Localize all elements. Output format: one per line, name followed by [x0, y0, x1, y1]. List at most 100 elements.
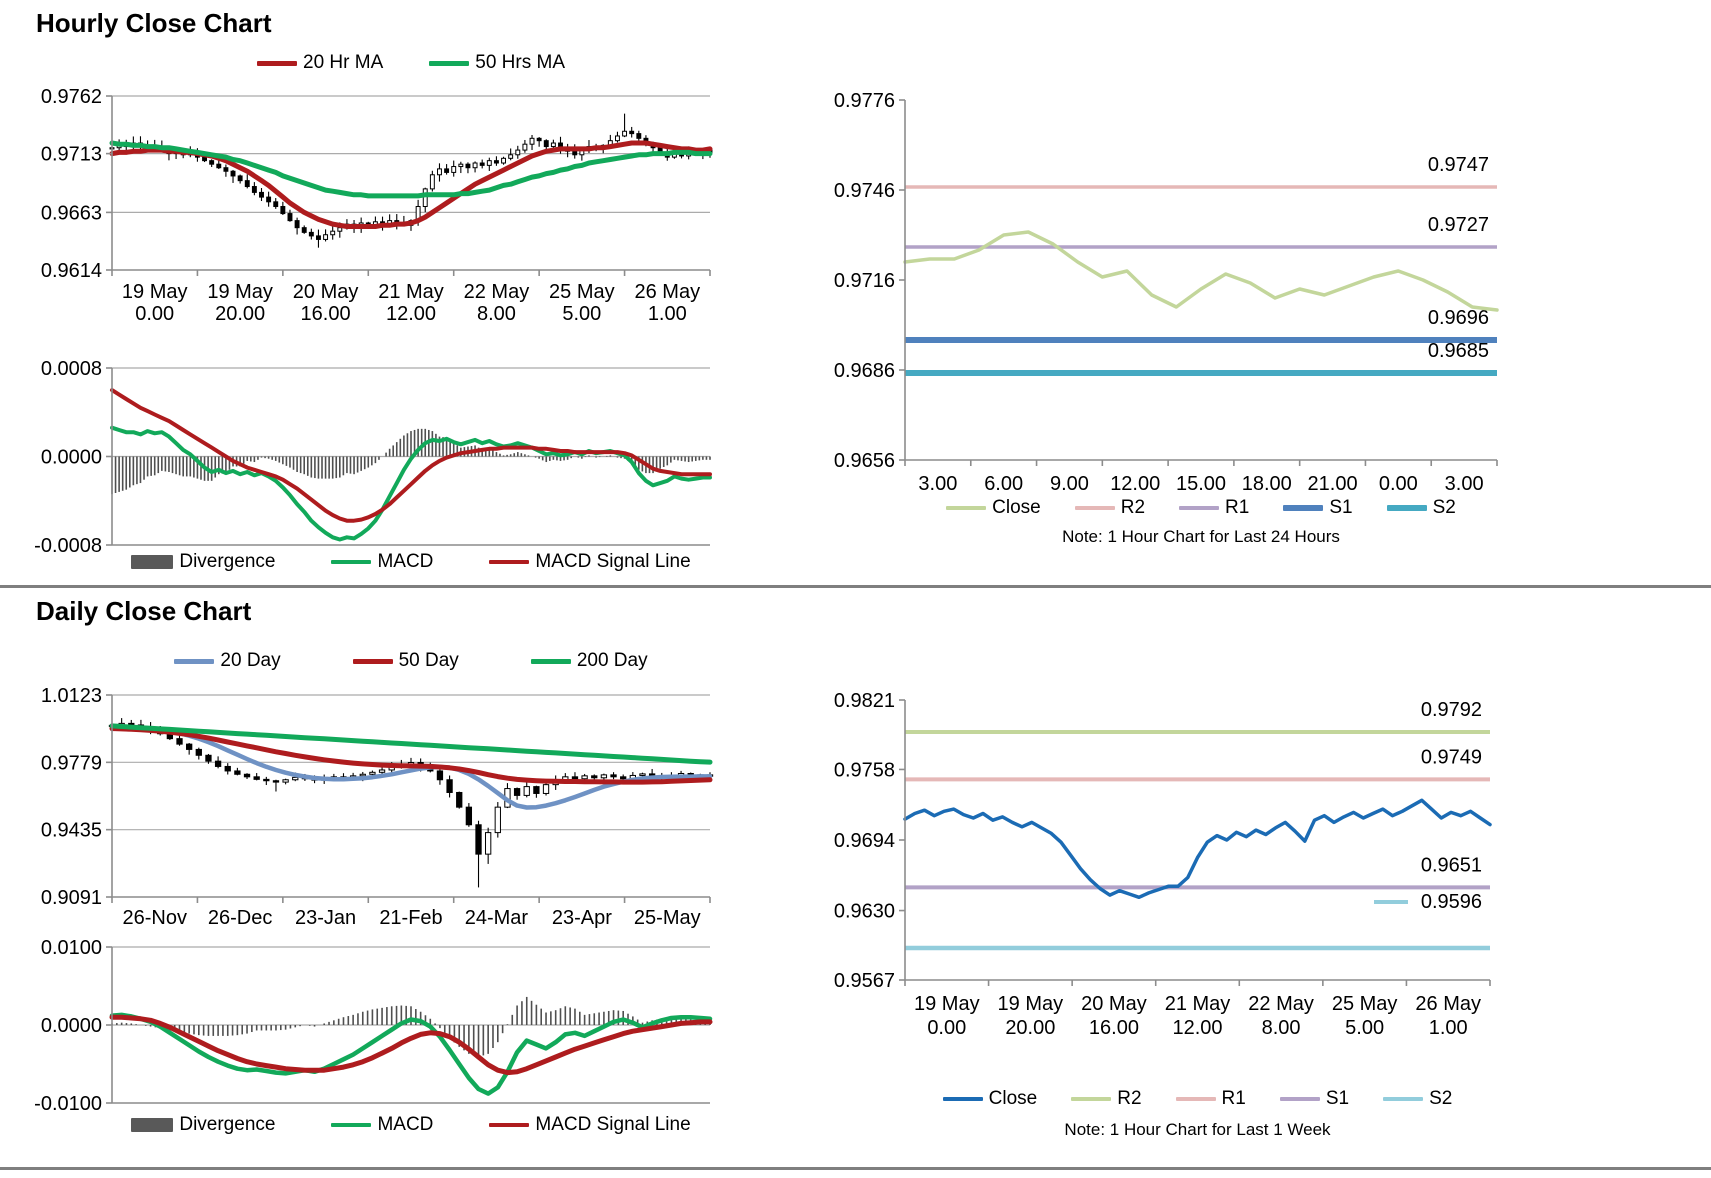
x-tick-label: 6.00 [984, 473, 1023, 495]
series-MACD Signal Line [110, 388, 712, 523]
line-swatch-r2 [1071, 1097, 1112, 1101]
hourly-price-legend: 20 Hr MA 50 Hrs MA [112, 52, 710, 74]
y-tick-label: 0.9614 [41, 260, 102, 282]
x-tick-label: 21.00 [1308, 473, 1358, 495]
legend-item-s1: S1 [1283, 497, 1353, 519]
series-200 Day [109, 723, 713, 765]
line-swatch-20-hr-ma [257, 60, 297, 66]
legend-label: S2 [1432, 497, 1456, 518]
series-MACD [109, 1012, 713, 1096]
legend-label: S1 [1329, 497, 1353, 518]
line-swatch-s1 [1279, 1097, 1320, 1101]
x-tick-label: 20 May [293, 281, 359, 303]
line-swatch-close [946, 506, 987, 510]
x-tick-label-time: 5.00 [1345, 1017, 1384, 1039]
hourly-macd-legend: Divergence MACD MACD Signal Line [112, 551, 710, 573]
y-tick-label: 0.9758 [834, 759, 895, 781]
y-tick-label: 0.9663 [41, 202, 102, 224]
legend-label: 20 Hr MA [303, 52, 384, 73]
legend-item-r1: R1 [1179, 497, 1249, 519]
x-tick-label-time: 12.00 [386, 303, 436, 325]
weekly-sr-legend: Close R2 R1 S1 S2 [905, 1088, 1490, 1110]
daily-macd-legend: Divergence MACD MACD Signal Line [112, 1114, 710, 1136]
line-swatch-50-day [352, 658, 393, 664]
y-tick-label: 0.9776 [834, 90, 895, 112]
hourly-section-title: Hourly Close Chart [36, 8, 272, 38]
weekly-support-resistance-chart: 0.9792 0.9749 0.9651 0.9596 0.9821 0.9758 0.96… [834, 690, 1492, 1039]
y-tick-label: 0.0000 [41, 447, 102, 469]
hourly-sr-legend: Close R2 R1 S1 S2 [905, 497, 1497, 519]
legend-label: MACD Signal Line [535, 551, 691, 572]
legend-item-r1: R1 [1175, 1088, 1246, 1110]
x-tick-label: 26-Nov [122, 907, 186, 929]
line-swatch-s2 [1383, 1097, 1424, 1101]
legend-item-r2: R2 [1074, 497, 1146, 519]
x-tick-label: 20 May [1081, 993, 1147, 1015]
level-label-S2: 0.9685 [1428, 340, 1489, 362]
x-tick-label: 21 May [1165, 993, 1231, 1015]
y-tick-label: 0.9567 [834, 970, 895, 992]
line-swatch-macd [331, 560, 372, 564]
x-tick-label: 0.00 [1379, 473, 1418, 495]
legend-item-divergence: Divergence [131, 551, 275, 573]
y-tick-label: 0.9694 [834, 830, 895, 852]
y-tick-label: 0.9435 [41, 820, 102, 842]
level-label-S1: 0.9651 [1421, 854, 1482, 876]
line-swatch-r2 [1074, 506, 1115, 510]
series-50 Day [109, 726, 713, 785]
x-tick-label: 3.00 [1445, 473, 1484, 495]
legend-item-s2: S2 [1386, 497, 1456, 519]
level-label-S2: 0.9596 [1421, 891, 1482, 913]
x-tick-label: 26 May [1415, 993, 1481, 1015]
legend-label: R2 [1120, 497, 1146, 518]
series-20 Day [109, 726, 713, 810]
y-tick-label: 0.9746 [834, 180, 895, 202]
x-tick-label: 25 May [1332, 993, 1398, 1015]
line-swatch-200-day [530, 658, 571, 664]
x-tick-label: 12.00 [1110, 473, 1160, 495]
x-tick-label: 26 May [634, 281, 700, 303]
line-swatch-close [942, 1097, 983, 1101]
legend-item-s1: S1 [1279, 1088, 1350, 1110]
level-label-R1: 0.9749 [1421, 746, 1482, 768]
y-tick-label: 0.9762 [41, 86, 102, 108]
legend-label: MACD Signal Line [535, 1114, 691, 1135]
y-tick-label: -0.0008 [34, 535, 102, 557]
line-swatch-macd-signal-line [489, 560, 530, 564]
line-swatch-r1 [1179, 506, 1220, 510]
level-label-R2: 0.9792 [1421, 699, 1482, 721]
level-label-S1: 0.9696 [1428, 307, 1489, 329]
hourly-macd-chart: 0.0008 0.0000 -0.0008 [34, 358, 712, 557]
hourly-support-resistance-chart: 0.9747 0.9727 0.9696 0.9685 0.9776 0.9746 0.97… [834, 90, 1499, 495]
x-tick-label: 24-Mar [465, 907, 529, 929]
legend-label: 50 Day [398, 650, 459, 671]
legend-item-divergence: Divergence [131, 1114, 275, 1136]
x-tick-label: 22 May [464, 281, 530, 303]
y-tick-label: 0.9779 [41, 752, 102, 774]
legend-label: Close [988, 1088, 1038, 1109]
divergence-swatch [131, 555, 174, 569]
x-tick-label: 23-Jan [295, 907, 356, 929]
line-swatch-20-day [174, 658, 215, 664]
series-Close [903, 230, 1499, 312]
legend-label: S2 [1429, 1088, 1453, 1109]
line-swatch-s1 [1283, 505, 1324, 511]
legend-label: R2 [1117, 1088, 1142, 1109]
y-tick-label: 0.0000 [41, 1015, 102, 1037]
legend-item-close: Close [942, 1088, 1038, 1110]
line-swatch-50-hrs-ma [429, 60, 470, 66]
x-tick-label: 19 May [998, 993, 1064, 1015]
x-tick-label-time: 5.00 [562, 303, 601, 325]
legend-label: MACD [377, 551, 434, 572]
hourly-sr-note: Note: 1 Hour Chart for Last 24 Hours [1062, 527, 1340, 546]
x-tick-label-time: 16.00 [1089, 1017, 1139, 1039]
line-swatch-s2 [1386, 505, 1427, 511]
legend-label: Close [992, 497, 1041, 518]
legend-item-macd: MACD [331, 1114, 433, 1136]
x-tick-label: 23-Apr [552, 907, 612, 929]
legend-label: S1 [1325, 1088, 1350, 1109]
x-tick-label-time: 1.00 [648, 303, 687, 325]
legend-label: 20 Day [220, 650, 281, 671]
